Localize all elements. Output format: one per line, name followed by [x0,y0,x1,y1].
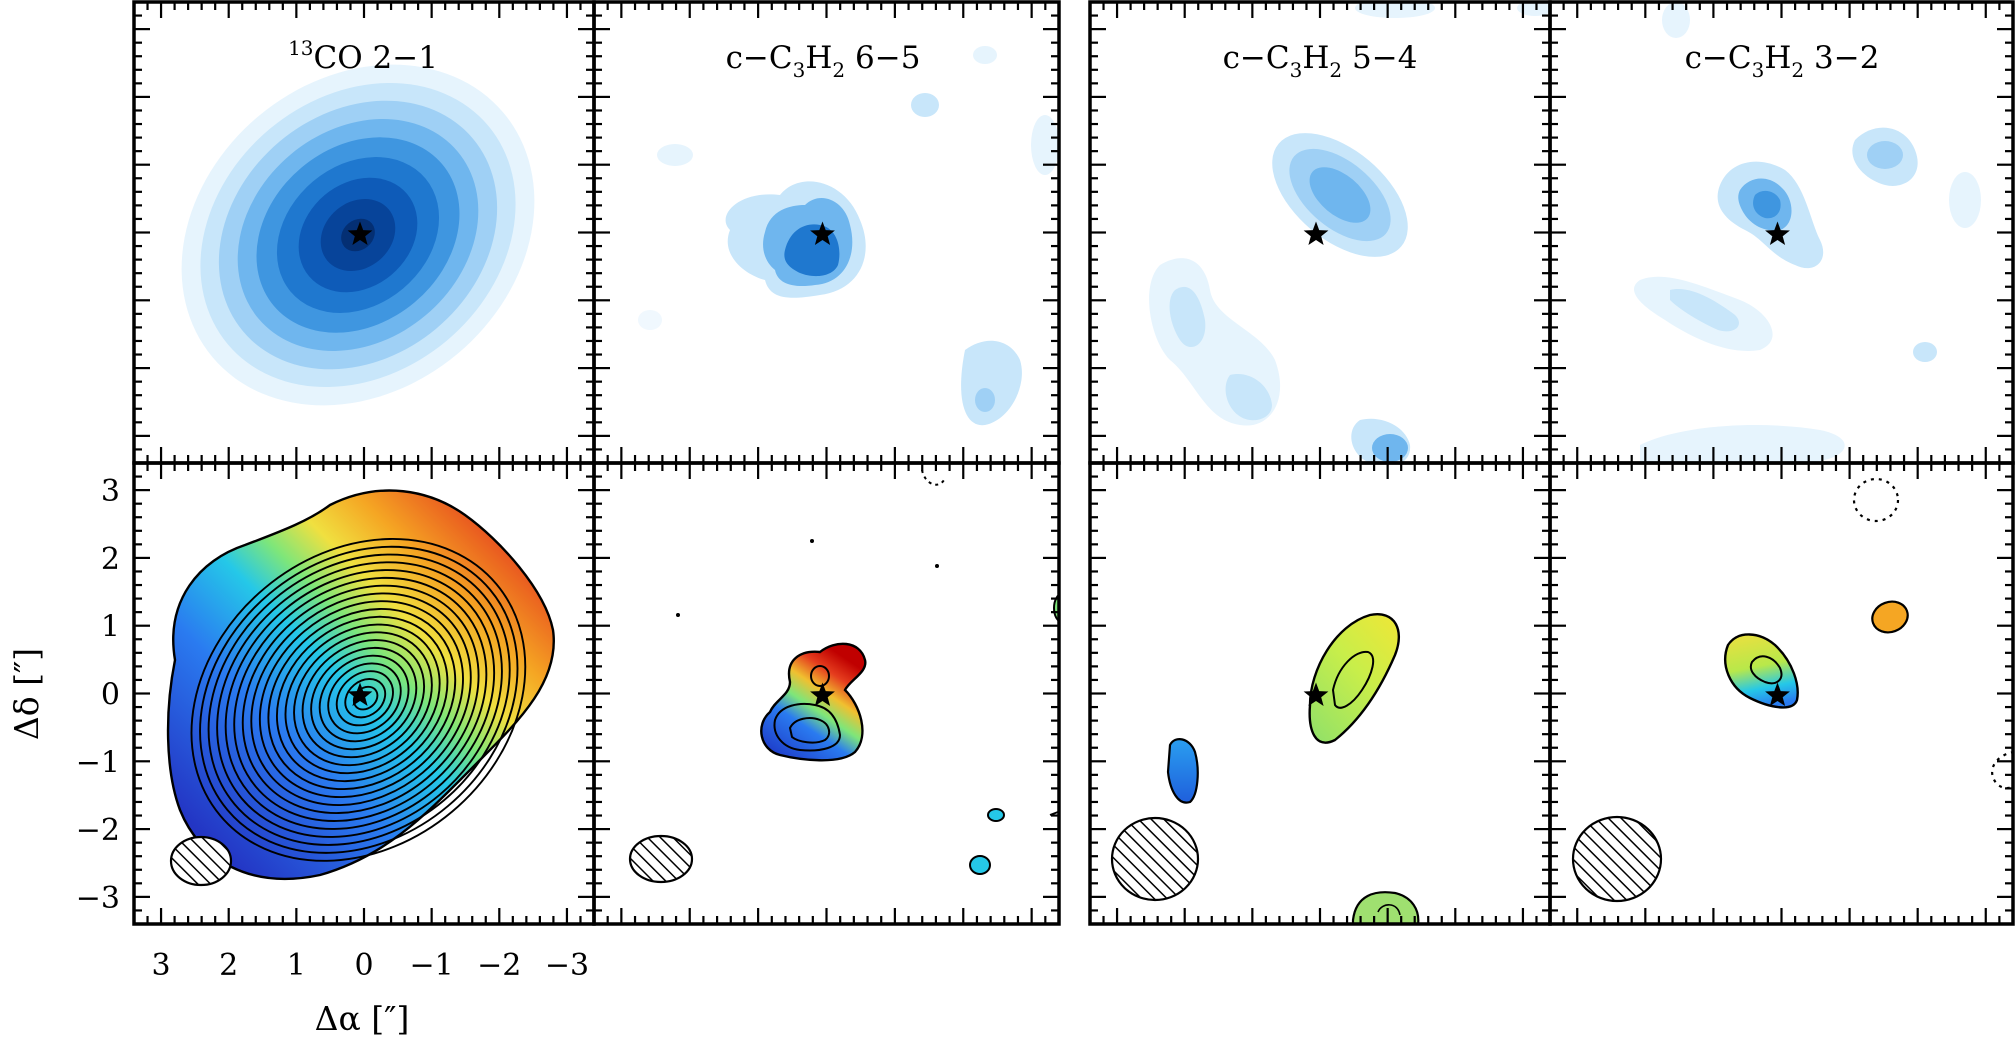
y-tick-label: −3 [76,881,120,916]
panel-c3h2-32-moment0 [1634,2,1981,463]
contour-level [250,592,472,807]
source-star [1765,221,1790,245]
x-tick-label: −1 [410,948,454,983]
panel-frame [1548,461,2015,926]
contour-level [199,545,519,854]
contour-level [224,569,496,830]
panel-frame [592,461,1061,926]
beam-c3h2-32 [1571,815,1663,903]
contour-level [344,678,387,719]
contour-level [267,608,457,791]
panel-c3h2-32-moment1 [1724,477,2013,790]
panel-frame [592,0,1061,465]
y-tick-label: 3 [101,474,120,509]
x-tick-label: −3 [545,948,589,983]
contour-level [301,639,426,759]
contour-level [258,600,464,799]
source-star [347,221,373,245]
x-tick-label: 2 [219,948,238,983]
source-star [1303,221,1329,245]
panel-c3h2-65-moment0 [638,46,1059,426]
beams [169,815,1663,903]
panel-c3h2-54-moment0 [1149,2,1550,463]
y-tick-labels: 3 2 1 0 −1 −2 −3 [76,474,120,916]
x-tick-label: −2 [477,948,521,983]
beam-13co [169,835,233,887]
contour-level [207,553,511,846]
source-star [1765,682,1790,706]
panel-c3h2-54-moment1 [1166,613,1420,924]
contour-level [284,623,441,775]
y-axis-label: Δδ [″] [7,648,46,740]
x-tick-label: 1 [287,948,306,983]
x-tick-label: 3 [152,948,171,983]
y-tick-label: 2 [101,542,120,577]
beam-c3h2-54 [1110,816,1200,902]
contour-level [241,584,480,814]
y-tick-label: −1 [76,745,120,780]
contour-level [327,662,402,735]
source-star [1303,682,1329,706]
contour-level [233,576,488,822]
y-tick-label: 1 [101,610,120,645]
panel-titles: 13CO 2−1 c−C3H2 6−5 c−C3H2 5−4 c−C3H2 3−… [288,36,1879,82]
x-tick-label: 0 [354,948,373,983]
source-stars [347,221,1790,706]
x-tick-labels: 3 2 1 0 −1 −2 −3 [152,948,590,983]
panel-c3h2-65-moment1 [676,469,1059,875]
x-axis-label: Δα [″] [315,999,410,1038]
contour-level [190,538,527,862]
panel-frames [132,0,2015,926]
y-tick-label: 0 [101,678,120,713]
beam-c3h2-65 [628,834,694,884]
13co-contours [190,538,527,862]
y-tick-label: −2 [76,813,120,848]
source-star [810,682,835,706]
contour-level [318,654,410,743]
contour-level [293,631,433,767]
title-c3h2-65: c−C3H2 6−5 [726,40,921,82]
title-13co: 13CO 2−1 [288,36,438,76]
contour-level [310,646,418,751]
panel-13co-moment1 [166,489,555,880]
title-c3h2-54: c−C3H2 5−4 [1223,40,1418,82]
source-star [347,682,373,706]
contour-level [216,561,503,838]
title-c3h2-32: c−C3H2 3−2 [1685,40,1880,82]
source-star [810,221,835,245]
contour-level [275,615,449,783]
contour-level [335,670,394,727]
